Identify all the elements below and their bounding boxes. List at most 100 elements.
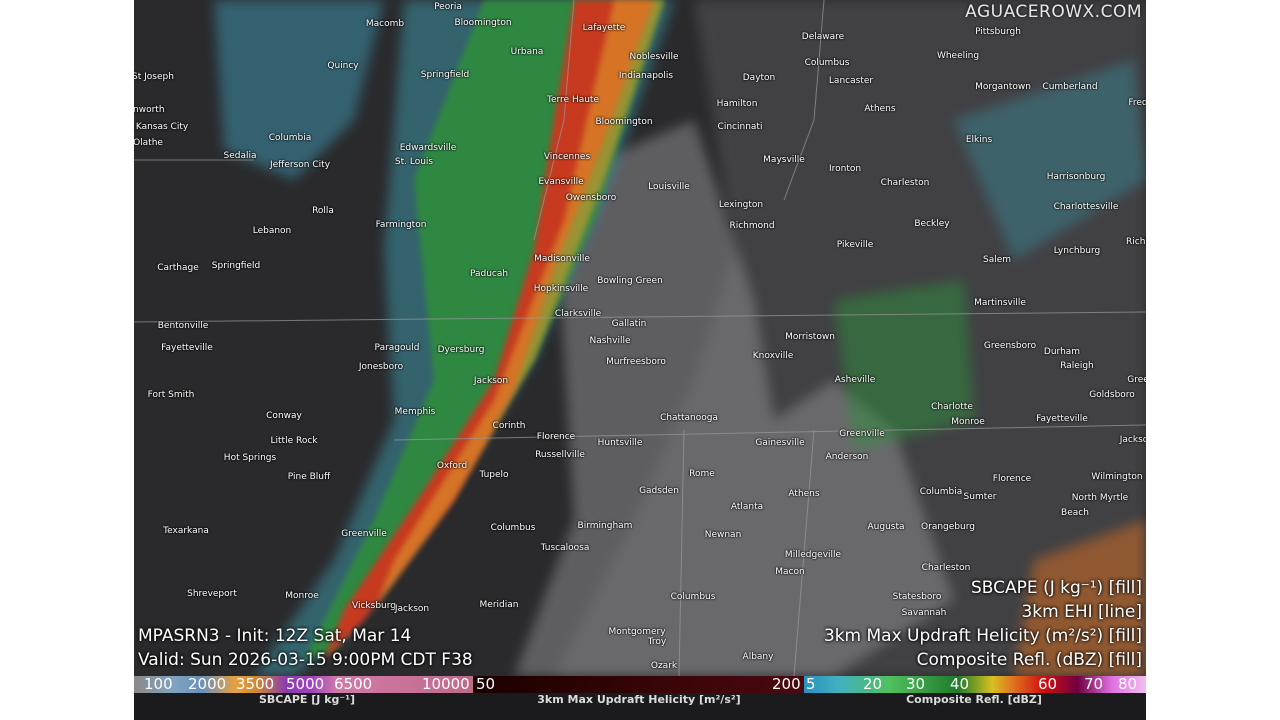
city-label: Shreveport	[187, 589, 237, 599]
refl-tick: 80	[1118, 675, 1138, 693]
city-label: Florence	[992, 474, 1032, 484]
reflectivity-colorbar	[804, 676, 1146, 693]
city-label: Dyersburg	[437, 345, 485, 355]
city-label: Paducah	[469, 269, 509, 279]
city-label: Richmond	[729, 221, 775, 231]
radar-red-line	[324, 0, 654, 660]
refl-tick: 5	[806, 675, 816, 693]
city-label: Jackson	[394, 604, 430, 614]
city-label: Goldsboro	[1089, 390, 1135, 400]
city-label: Olathe	[134, 138, 163, 148]
city-label: Rome	[689, 469, 715, 479]
city-label: Owensboro	[565, 193, 617, 203]
helicity-colorbar	[473, 676, 803, 693]
city-label: Charleston	[880, 178, 930, 188]
refl-tick: 40	[950, 675, 970, 693]
city-label: Atlanta	[730, 502, 764, 512]
city-label: Athens	[864, 104, 896, 114]
city-label: Indianapolis	[618, 71, 674, 81]
city-label: Corinth	[492, 421, 526, 431]
city-label: Greenville	[839, 429, 885, 439]
city-label: Edwardsville	[399, 143, 457, 153]
city-label: Nashville	[589, 336, 631, 346]
city-label: Elkins	[965, 135, 993, 145]
layer-list: SBCAPE (J kg⁻¹) [fill] 3km EHI [line] 3k…	[824, 576, 1142, 672]
city-label: Louisville	[648, 182, 690, 192]
city-label: Chattanooga	[659, 413, 719, 423]
city-label: Monroe	[951, 417, 985, 427]
city-label: Newnan	[704, 530, 742, 540]
cape-gray-core	[514, 120, 954, 676]
city-label: Fred	[1128, 98, 1146, 108]
city-label: Lexington	[718, 200, 764, 210]
city-label: Troy	[647, 637, 667, 647]
map-canvas[interactable]: Peoria Bloomington Lafayette Macomb Quincy Sp…	[134, 0, 1146, 676]
city-label: Savannah	[901, 608, 947, 618]
city-label: Fayetteville	[1036, 414, 1088, 424]
city-label: Salem	[982, 255, 1012, 265]
city-label: Terre Haute	[546, 95, 600, 105]
city-label: Jackson	[473, 376, 509, 386]
sbcape-tick: 100	[144, 675, 173, 693]
city-label: Cumberland	[1042, 82, 1098, 92]
helicity-legend-title: 3km Max Updraft Helicity [m²/s²]	[537, 693, 741, 706]
city-label: Morgantown	[975, 82, 1031, 92]
city-label: Lebanon	[252, 226, 292, 236]
city-label: Athens	[788, 489, 820, 499]
city-label: Pittsburgh	[975, 27, 1021, 37]
state-borders	[134, 0, 1146, 676]
city-label: Fayetteville	[161, 343, 213, 353]
layer-sbcape: SBCAPE (J kg⁻¹) [fill]	[971, 578, 1142, 598]
city-label: Montgomery	[608, 627, 666, 637]
sbcape-tick: 2000	[188, 675, 227, 693]
city-label: St. Louis	[394, 157, 434, 167]
city-label: Bloomington	[595, 117, 653, 127]
city-label: Anderson	[825, 452, 869, 462]
city-label: Ozark	[650, 661, 678, 671]
city-label: Columbus	[670, 592, 716, 602]
city-label: Jonesboro	[358, 362, 404, 372]
city-label: Asheville	[834, 375, 876, 385]
city-label: Richi	[1126, 237, 1146, 247]
city-label: Russellville	[535, 450, 585, 460]
city-label: Fort Smith	[147, 390, 195, 400]
city-label: Columbia	[268, 133, 312, 143]
watermark: AGUACEROWX.COM	[965, 2, 1142, 22]
city-label: Wheeling	[936, 51, 980, 61]
city-label: Sumter	[963, 492, 997, 502]
city-label: Charlotte	[931, 402, 973, 412]
sbcape-tick: 10000	[422, 675, 470, 693]
city-label: Memphis	[394, 407, 436, 417]
sbcape-tick: 5000	[286, 675, 325, 693]
valid-time-label: Valid: Sun 2026-03-15 9:00PM CDT F38	[138, 650, 473, 670]
city-label: Paragould	[374, 343, 420, 353]
city-label: Conway	[266, 411, 302, 421]
city-label: Hot Springs	[223, 453, 277, 463]
city-label: Texarkana	[163, 526, 209, 536]
city-label: Hopkinsville	[533, 284, 589, 294]
city-label: Springfield	[211, 261, 261, 271]
city-label: Oxford	[436, 461, 468, 471]
city-label: Statesboro	[892, 592, 942, 602]
city-label: Maysville	[763, 155, 805, 165]
city-label: Greenville	[341, 529, 387, 539]
city-label: Lynchburg	[1053, 246, 1101, 256]
city-label: North Myrtle	[1071, 493, 1129, 503]
city-label: Bloomington	[454, 18, 512, 28]
helicity-tick: 200	[772, 675, 801, 693]
city-label: Lancaster	[828, 76, 874, 86]
city-label: Jackso	[1119, 435, 1146, 445]
radar-virginia	[954, 60, 1146, 260]
city-label: Cincinnati	[717, 122, 763, 132]
city-label: Delaware	[801, 32, 845, 42]
sbcape-tick: 3500	[236, 675, 275, 693]
city-label: Augusta	[867, 522, 905, 532]
city-label: enworth	[134, 105, 165, 115]
map-overlays	[134, 0, 1146, 676]
city-label: Little Rock	[270, 436, 318, 446]
city-label: Monroe	[285, 591, 319, 601]
weather-map-frame: Peoria Bloomington Lafayette Macomb Quincy Sp…	[134, 0, 1146, 720]
city-label: Greensboro	[983, 341, 1037, 351]
city-label: Bowling Green	[597, 276, 663, 286]
city-label: Sedalia	[223, 151, 257, 161]
